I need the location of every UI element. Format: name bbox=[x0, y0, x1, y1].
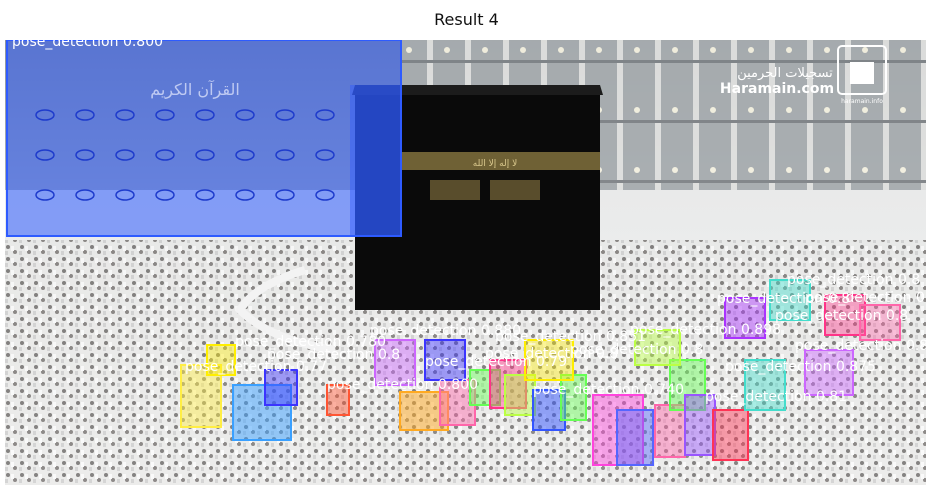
detection-box bbox=[616, 409, 654, 466]
detection-label: pose_detection 0.8 bbox=[795, 338, 926, 354]
detection-box bbox=[769, 279, 811, 321]
detection-box bbox=[859, 304, 901, 341]
detection-box bbox=[424, 339, 466, 381]
detection-box bbox=[654, 404, 686, 458]
detection-label: pose_detection 0.898 bbox=[630, 322, 781, 338]
detection-box bbox=[532, 389, 566, 431]
haramain-watermark: تسجيلات الحرمين Haramain.com haramain.in… bbox=[720, 45, 887, 105]
detection-label: pose_detection 0.81 bbox=[705, 389, 847, 405]
detection-labels: pose_detection 0.800 pose_detection 0.88… bbox=[12, 40, 926, 405]
detection-label: pose_detection 0.780 bbox=[235, 334, 386, 350]
detection-box bbox=[232, 384, 292, 441]
detection-box bbox=[206, 344, 236, 376]
detection-box bbox=[374, 339, 416, 386]
banner-inscription: القرآن الكريم bbox=[150, 80, 240, 100]
detection-label: pose_detection 0.8 bbox=[717, 291, 850, 307]
detection-label: pose_detection 0.8 bbox=[570, 342, 703, 358]
scene-svg: لا إله إلا الله تسجيلات الحرمين Haramain… bbox=[5, 40, 926, 485]
detection-label: pose_detection 0.8 bbox=[485, 346, 618, 362]
detection-label: pose_detection 0.79 bbox=[425, 354, 567, 370]
detection-box bbox=[489, 359, 527, 409]
figure-title: Result 4 bbox=[434, 10, 499, 29]
detection-image: لا إله إلا الله تسجيلات الحرمين Haramain… bbox=[5, 40, 926, 485]
detection-box bbox=[524, 339, 574, 381]
detection-label: pose_detection 0.8 bbox=[267, 347, 400, 363]
detection-box bbox=[712, 409, 749, 461]
detection-box bbox=[469, 369, 501, 406]
detection-label: pose_detection 0.740 bbox=[533, 382, 684, 398]
detection-box bbox=[684, 394, 716, 456]
detection-box bbox=[326, 384, 350, 416]
kaaba-logo-icon bbox=[837, 45, 887, 95]
detection-label: pose_detection 0.8 bbox=[775, 308, 908, 324]
detection-label: pose_detection 0.875 bbox=[725, 359, 876, 375]
detection-label: pose_detection 0.8 bbox=[805, 290, 926, 306]
detection-box bbox=[724, 297, 766, 339]
detection-box bbox=[264, 369, 298, 406]
detection-label: pose_detection 0.77 bbox=[185, 359, 327, 375]
detection-label: pose_detection 0.800 bbox=[327, 377, 478, 393]
detection-label: pose_detection 0.851 bbox=[495, 329, 646, 345]
detection-box bbox=[804, 349, 854, 396]
detection-region-large: القرآن الكريم bbox=[6, 40, 402, 237]
detection-box bbox=[744, 359, 786, 411]
watermark-arabic: تسجيلات الحرمين bbox=[737, 66, 833, 81]
kiswa-inscription: لا إله إلا الله bbox=[473, 159, 517, 169]
detection-boxes bbox=[180, 279, 901, 466]
detection-box bbox=[634, 329, 681, 366]
detection-box bbox=[669, 359, 706, 411]
watermark-site: haramain.info bbox=[841, 98, 883, 105]
detection-label: pose_detection 0.880 bbox=[370, 323, 521, 339]
kiswa-gold-band bbox=[400, 152, 600, 170]
detection-label: pose_detection 0.800 bbox=[12, 40, 163, 50]
hijr-ismail-wall bbox=[234, 266, 336, 354]
detection-label: pose_detection 0.8 bbox=[787, 272, 920, 288]
detection-box bbox=[824, 294, 866, 336]
watermark-latin: Haramain.com bbox=[720, 81, 834, 97]
